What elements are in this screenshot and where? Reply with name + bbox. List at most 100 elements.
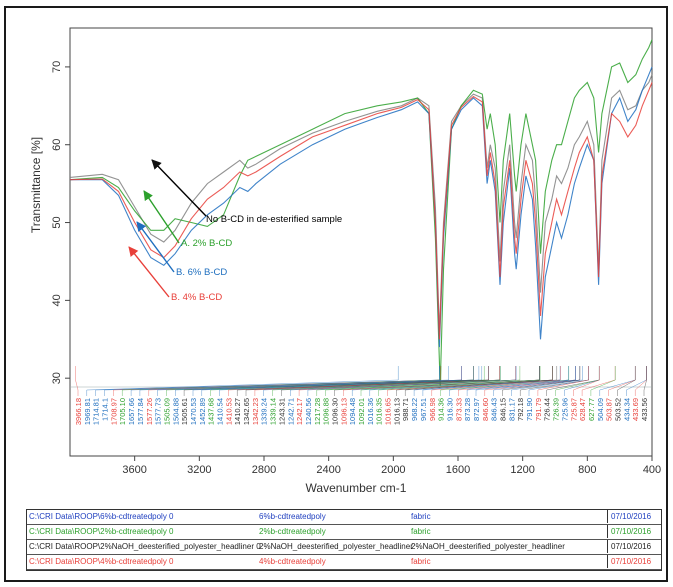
x-tick-label: 400	[643, 464, 661, 476]
legend-date: 07/10/2016	[607, 555, 651, 568]
legend-row: C:\CRI Data\ROOP\2%b-cdtreatedpoly 0 2%b-…	[27, 525, 661, 540]
annotation-label: B. 6% B-CD	[176, 267, 227, 278]
legend-path: C:\CRI Data\ROOP\6%b-cdtreatedpoly 0	[29, 512, 174, 521]
peak-label: 725.96	[560, 398, 569, 421]
peak-leader-line	[351, 366, 540, 396]
peak-leader-line	[157, 366, 462, 396]
peak-leader-line	[75, 366, 79, 396]
legend-sample-type: 2%NaOH_deesterified_polyester_headliner	[411, 542, 565, 551]
peak-label: 1577.26	[145, 398, 154, 425]
peak-leader-line	[104, 366, 440, 396]
y-tick-label: 60	[51, 139, 63, 151]
y-tick-label: 50	[51, 216, 63, 228]
peak-label: 791.90	[525, 398, 534, 421]
peak-leader-line	[183, 366, 474, 396]
chart-frame	[4, 6, 668, 582]
annotation-arrow	[151, 159, 207, 217]
legend-sample-type: fabric	[411, 512, 431, 521]
peak-label: 967.51	[419, 398, 428, 421]
x-tick-label: 800	[578, 464, 596, 476]
peak-label: 1410.27	[233, 398, 242, 425]
x-tick-label: 2000	[381, 464, 405, 476]
peak-label: 504.09	[596, 398, 605, 421]
peak-label: 873.33	[454, 398, 463, 421]
x-tick-label: 3600	[122, 464, 146, 476]
annotation-label: A. 2% B-CD	[181, 238, 232, 249]
plot-area-border	[69, 27, 653, 457]
peak-leader-line	[86, 366, 399, 396]
peak-label: 1410.53	[224, 398, 233, 425]
annotation-arrow	[143, 190, 180, 244]
x-tick-label: 3200	[187, 464, 211, 476]
peak-label: 914.36	[437, 398, 446, 421]
peak-label: 1577.84	[136, 398, 145, 425]
peak-label: 846.43	[490, 398, 499, 421]
peak-leader-line	[307, 366, 517, 396]
peak-label: 1714.1	[101, 398, 110, 421]
peak-label: 1240.56	[304, 398, 313, 425]
peak-label: 1505.09	[162, 398, 171, 425]
peak-label: 846.60	[481, 398, 490, 421]
peak-label: 1096.13	[339, 398, 348, 425]
peak-label: 1437.68	[207, 398, 216, 425]
peak-leader-line	[95, 366, 440, 396]
annotation-label: B. 4% B-CD	[171, 292, 222, 303]
peak-leader-line	[431, 366, 561, 396]
peak-label: 873.28	[463, 398, 472, 421]
annotation-arrow	[128, 246, 170, 298]
ftir-spectrum-chart: 3600 3200 2800 2400 2000 1600 1200 800 400 30 40 50…	[29, 27, 661, 495]
peak-label: 433.69	[631, 398, 640, 421]
peak-label: 1342.23	[251, 398, 260, 425]
annotation-arrow	[136, 221, 175, 273]
peak-label: 1016.36	[366, 398, 375, 425]
peak-label: 1969.81	[83, 398, 92, 425]
peak-label: 627.77	[587, 398, 596, 421]
peak-leader-line	[113, 366, 441, 396]
peak-label: 1242.17	[295, 398, 304, 425]
peak-leader-line	[121, 366, 442, 396]
legend-sample-type: fabric	[411, 557, 431, 566]
peak-label: 628.47	[578, 398, 587, 421]
peak-leader-line	[272, 366, 501, 396]
peak-leader-line	[581, 366, 616, 396]
peak-label: 1242.71	[286, 398, 295, 425]
spectrum-line-1	[69, 74, 653, 332]
legend-path: C:\CRI Data\ROOP\2%NaOH_deesterified_pol…	[29, 542, 261, 551]
peak-label: 1217.28	[313, 398, 322, 425]
legend-sample-name: 6%b-cdtreatedpoly	[259, 512, 326, 521]
peak-leader-line	[643, 366, 647, 396]
peak-label: 1094.48	[348, 398, 357, 425]
peak-label: 503.87	[605, 398, 614, 421]
peak-label: 1016.35	[375, 398, 384, 425]
peak-label: 726.39	[552, 398, 561, 421]
x-tick-label: 2400	[316, 464, 340, 476]
spectrum-line-4	[69, 82, 653, 340]
peak-leader-line	[316, 366, 521, 396]
peak-label: 1705.10	[118, 398, 127, 425]
legend-path: C:\CRI Data\ROOP\4%b-cdtreatedpoly 0	[29, 557, 174, 566]
peak-label: 3966.18	[74, 398, 83, 425]
peak-label: 1243.31	[277, 398, 286, 425]
peak-label: 1504.88	[171, 398, 180, 425]
annotation-label: No B-CD in de-esterified sample	[206, 214, 342, 225]
spectrum-line-3	[70, 66, 653, 348]
legend-date: 07/10/2016	[607, 510, 651, 523]
peak-leader-line	[502, 366, 581, 396]
peak-label: 434.34	[622, 398, 631, 421]
peak-leader-line	[440, 366, 570, 396]
peak-label: 1410.54	[216, 398, 225, 425]
peak-leader-line	[130, 366, 449, 396]
x-tick-label: 1200	[510, 464, 534, 476]
peak-label: 966.98	[428, 398, 437, 421]
peak-label: 1096.88	[322, 398, 331, 425]
peak-label: 846.15	[499, 398, 508, 421]
peak-label: 1339.14	[269, 398, 278, 425]
peak-leader-line	[626, 366, 647, 396]
legend-row: C:\CRI Data\ROOP\2%NaOH_deesterified_pol…	[27, 540, 661, 555]
peak-label: 1016.65	[384, 398, 393, 425]
peak-label: 433.56	[640, 398, 649, 421]
axes: 3600 3200 2800 2400 2000 1600 1200 800 400 30 40 50…	[51, 27, 661, 476]
peak-label: 503.52	[614, 398, 623, 421]
peak-label: 725.87	[569, 398, 578, 421]
peak-label: 872.97	[472, 398, 481, 421]
